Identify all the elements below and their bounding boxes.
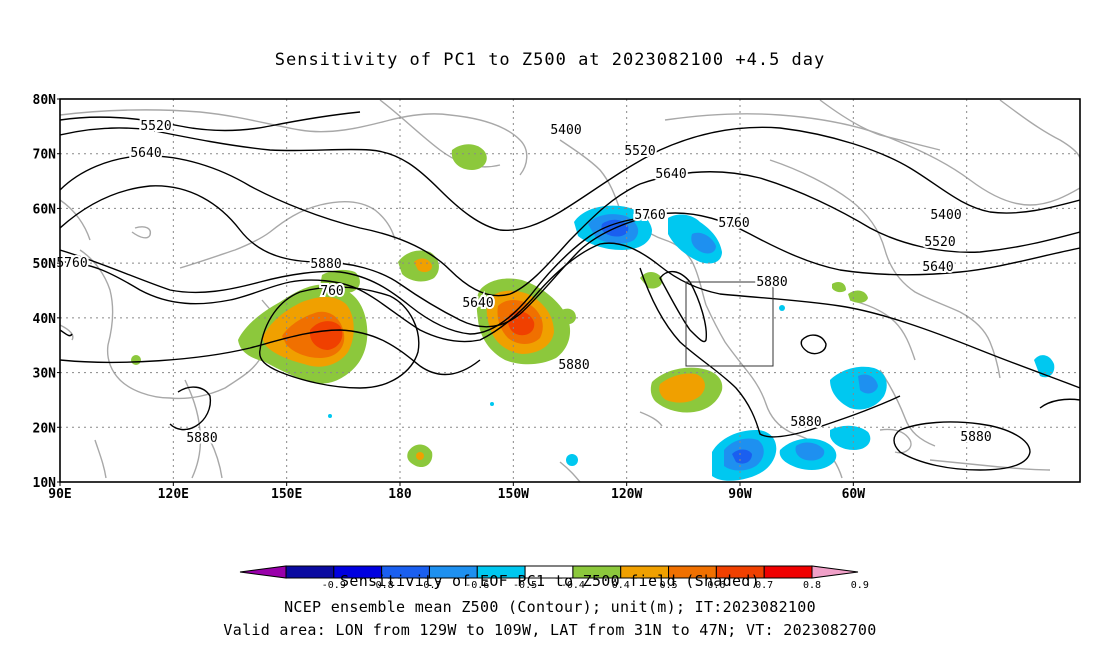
contour-label: 5880 (310, 257, 341, 272)
contour-label: 5640 (130, 146, 161, 161)
colorbar-tick-label: 0.6 (707, 580, 725, 591)
contour-label: 5880 (790, 415, 821, 430)
contour-labels: 5520564054005520564057605760540055205640… (54, 117, 993, 448)
contour-label: 5520 (140, 119, 171, 134)
shaded-sensitivity (131, 144, 1055, 481)
contour-label: 5400 (550, 123, 581, 138)
lon-label: 120W (611, 487, 642, 502)
lat-label: 50N (33, 257, 57, 272)
contour-label: 5760 (718, 216, 749, 231)
lon-label: 60W (842, 487, 866, 502)
colorbar-tick-label: -0.5 (513, 580, 537, 591)
contour-label: 5880 (960, 430, 991, 445)
contour-label: 5880 (186, 431, 217, 446)
lat-label: 70N (33, 148, 57, 163)
colorbar-tick-label: -0.8 (370, 580, 394, 591)
contour-label: 5520 (624, 144, 655, 159)
plot-frame (59, 98, 1081, 483)
colorbar-right-arrow (811, 565, 859, 579)
colorbar-tick-label: 0.9 (851, 580, 869, 591)
contour-label: 5640 (922, 260, 953, 275)
footer-line-1: Sensitivity of EOF PC1 to Z500 field (Sh… (340, 572, 760, 590)
colorbar-tick-label: 0.4 (612, 580, 630, 591)
footer-line-3: Valid area: LON from 129W to 109W, LAT f… (223, 621, 877, 639)
latitude-labels: 80N 70N 60N 50N 40N 30N 20N 10N (33, 93, 60, 491)
lat-lon-grid (60, 99, 1080, 482)
lon-label: 180 (388, 487, 412, 502)
contour-label: 5760 (56, 256, 87, 271)
longitude-labels: 90E 120E 150E 180 150W 120W 90W 60W (48, 482, 865, 502)
lat-label: 10N (33, 476, 57, 491)
colorbar-tick-label: 0.8 (803, 580, 821, 591)
contour-label: 5760 (634, 208, 665, 223)
contour-label: 5640 (462, 296, 493, 311)
contour-label: 5400 (930, 208, 961, 223)
lon-label: 90W (728, 487, 752, 502)
contour-label: 760 (320, 284, 343, 299)
colorbar-tick-label: -0.9 (322, 580, 346, 591)
colorbar-tick-label: 0.5 (660, 580, 678, 591)
lat-label: 60N (33, 202, 57, 217)
lat-label: 20N (33, 421, 57, 436)
colorbar-tick-label: -0.6 (465, 580, 489, 591)
contour-label: 5880 (756, 275, 787, 290)
colorbar: -0.9 -0.8 -0.7 -0.6 -0.5 -0.4 0.4 0.5 0.6 0.7 0.8 0… (239, 565, 869, 591)
colorbar-tick-label: 0.7 (755, 580, 773, 591)
lon-label: 150E (271, 487, 302, 502)
lon-label: 90E (48, 487, 71, 502)
map-title: Sensitivity of PC1 to Z500 at 2023082100… (274, 50, 826, 70)
z500-contours (60, 111, 1080, 471)
colorbar-tick-label: -0.7 (417, 580, 441, 591)
contour-label: 5520 (924, 235, 955, 250)
lat-label: 30N (33, 367, 57, 382)
contour-label: 5880 (558, 358, 589, 373)
lon-label: 120E (158, 487, 189, 502)
lat-label: 80N (33, 93, 57, 108)
footer-line-2: NCEP ensemble mean Z500 (Contour); unit(… (284, 598, 816, 616)
valid-area-box (685, 281, 774, 367)
contour-label: 5640 (655, 167, 686, 182)
colorbar-tick-label: -0.4 (561, 580, 585, 591)
lat-label: 40N (33, 312, 57, 327)
lon-label: 150W (498, 487, 529, 502)
